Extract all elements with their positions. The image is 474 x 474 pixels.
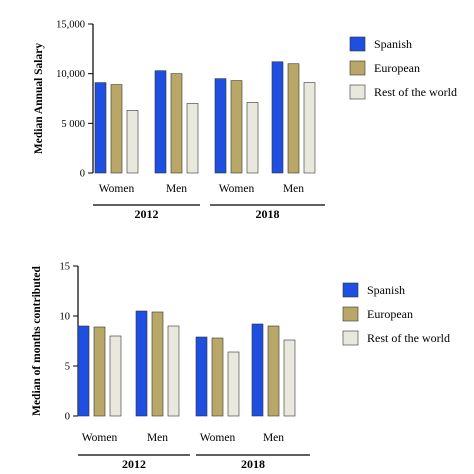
y-tick-label: 0 [80, 169, 85, 180]
chart-panel-1: 0 5 000 10,000 15,000 Median Annual Salary Wo… [33, 20, 457, 222]
y-tick-label: 10,000 [56, 69, 85, 80]
x-category-label: Women [200, 432, 236, 444]
bar-rest-of-the-world-women [126, 110, 139, 174]
bar-spanish-women [195, 336, 208, 417]
bar-european-men [287, 63, 300, 174]
legend-label: Spanish [367, 283, 405, 297]
legend-swatch [349, 60, 366, 76]
legend-swatch [342, 306, 359, 322]
legend-label: European [374, 61, 420, 75]
y-tick-label: 5 [65, 362, 70, 373]
bar-european-women [93, 326, 106, 417]
bar-european-men [267, 325, 280, 417]
x-category-label: Men [283, 183, 304, 195]
legend-label: Spanish [374, 37, 412, 51]
chart-panel-2: 0 5 10 15 Median of months contributed Women M… [31, 262, 450, 472]
bar-spanish-women [214, 78, 227, 174]
bar-rest-of-the-world-women [109, 335, 122, 417]
bar-rest-of-the-world-women [246, 102, 259, 174]
bar-rest-of-the-world-men [303, 82, 316, 174]
x-category-label: Men [147, 432, 168, 444]
legend: Spanish European Rest of the world [342, 282, 450, 346]
bar-rest-of-the-world-men [186, 103, 199, 174]
group-label: 2012 [135, 207, 159, 221]
x-category-label: Men [166, 183, 187, 195]
y-tick-label: 15,000 [56, 20, 85, 31]
y-tick-label: 15 [60, 262, 71, 273]
group-label: 2018 [241, 457, 265, 471]
y-axis-label: Median of months contributed [31, 265, 43, 415]
x-category-label: Women [219, 183, 255, 195]
y-tick-label: 5 000 [61, 119, 85, 130]
bar-spanish-men [271, 61, 284, 174]
x-category-label: Women [99, 183, 135, 195]
bar-spanish-men [154, 70, 167, 174]
bar-spanish-women [77, 325, 90, 417]
bar-rest-of-the-world-men [283, 339, 296, 417]
legend-label: Rest of the world [367, 331, 450, 345]
x-category-label: Men [263, 432, 284, 444]
y-tick-label: 10 [60, 312, 71, 323]
legend-swatch [342, 330, 359, 346]
legend-label: Rest of the world [374, 85, 457, 99]
group-label: 2018 [256, 207, 280, 221]
y-tick-label: 0 [65, 412, 70, 423]
bar-rest-of-the-world-women [227, 351, 240, 417]
bar-european-women [211, 337, 224, 417]
legend-swatch [342, 282, 359, 298]
bar-spanish-men [135, 310, 148, 417]
bar-spanish-women [94, 82, 107, 174]
bar-european-men [170, 73, 183, 174]
x-category-label: Women [82, 432, 118, 444]
bar-european-women [230, 80, 243, 174]
y-axis-label: Median Annual Salary [33, 43, 45, 154]
bar-european-men [151, 311, 164, 417]
bar-european-women [110, 84, 123, 174]
legend-swatch [349, 36, 366, 52]
legend-swatch [349, 84, 366, 100]
legend-label: European [367, 307, 413, 321]
bar-rest-of-the-world-men [167, 325, 180, 417]
group-label: 2012 [122, 457, 146, 471]
legend: Spanish European Rest of the world [349, 36, 457, 100]
bar-spanish-men [251, 323, 264, 417]
